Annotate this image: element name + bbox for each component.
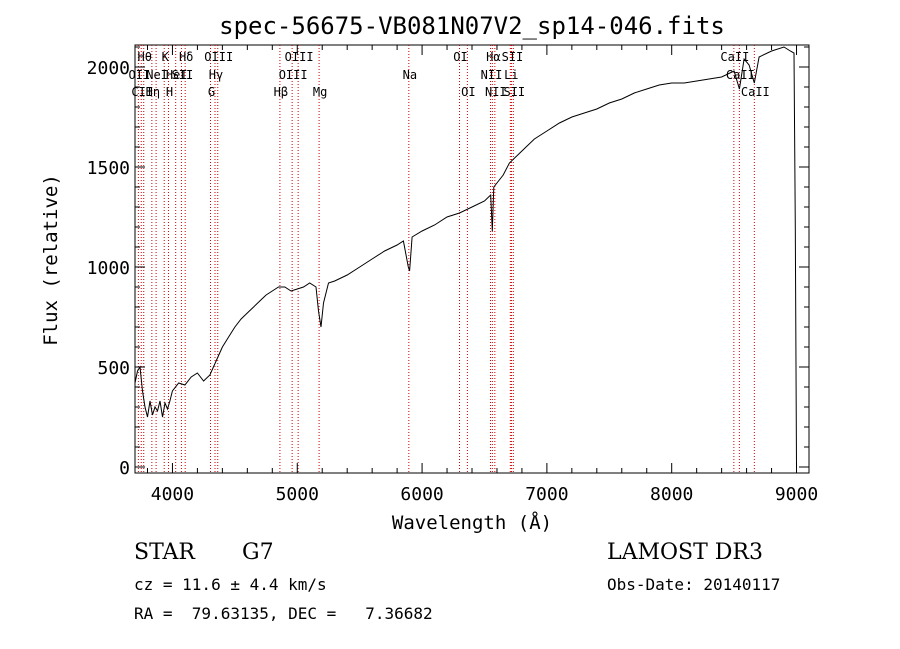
x-tick-label-3: 7000 (525, 484, 568, 505)
line-label-28: CaII (741, 85, 770, 99)
line-label-3: Hη (146, 85, 160, 99)
observation-date: Obs-Date: 20140117 (607, 575, 781, 594)
line-label-12: OIII (204, 50, 233, 64)
spectral-line-labels: OIICIIHθHηNeIKHHeISIIHδGHγOIIIHβOIIIOIII… (129, 50, 770, 99)
line-label-26: CaII (720, 50, 749, 64)
y-tick-label-3: 1500 (87, 158, 130, 179)
line-label-7: HeI (166, 68, 188, 82)
x-axis-label: Wavelength (Å) (392, 511, 552, 534)
x-tick-label-2: 6000 (400, 484, 443, 505)
line-label-13: Hβ (274, 85, 288, 99)
line-label-9: Hδ (179, 50, 193, 64)
line-label-25: SII (503, 85, 525, 99)
object-subclass: G7 (242, 540, 274, 565)
line-label-19: OI (461, 85, 475, 99)
line-label-20: NII (481, 68, 503, 82)
line-label-16: Mg (313, 85, 327, 99)
line-label-0: OII (129, 68, 151, 82)
redshift-velocity: cz = 11.6 ± 4.4 km/s (134, 575, 327, 594)
y-tick-label-4: 2000 (87, 58, 130, 79)
chart-title: spec-56675-VB081N07V2_sp14-046.fits (219, 12, 725, 40)
line-label-4: NeI (146, 68, 168, 82)
line-label-18: OI (453, 50, 467, 64)
line-label-24: SII (502, 50, 524, 64)
line-label-14: OIII (279, 68, 308, 82)
line-label-11: Hγ (209, 68, 223, 82)
line-label-2: Hθ (138, 50, 152, 64)
spectrum-line (134, 46, 797, 468)
coordinates: RA = 79.63135, DEC = 7.36682 (134, 604, 433, 623)
x-tick-label-4: 8000 (650, 484, 693, 505)
line-label-22: NII (485, 85, 507, 99)
line-label-1: CII (131, 85, 153, 99)
line-label-8: SII (172, 68, 194, 82)
x-axis: 4000 5000 6000 7000 8000 9000 (146, 45, 818, 505)
x-tick-label-5: 9000 (775, 484, 818, 505)
line-label-5: K (162, 50, 170, 64)
y-tick-label-2: 1000 (87, 258, 130, 279)
line-label-15: OIII (285, 50, 314, 64)
spectral-line-markers (137, 45, 755, 473)
y-tick-label-0: 0 (119, 458, 130, 479)
x-tick-label-1: 5000 (276, 484, 319, 505)
object-class: STAR (134, 540, 195, 565)
spectrum-series (134, 46, 797, 468)
line-label-10: G (208, 85, 215, 99)
plot-frame (134, 44, 810, 474)
line-label-6: H (166, 85, 173, 99)
line-label-17: Na (403, 68, 417, 82)
line-label-21: Hα (486, 50, 500, 64)
survey-name: LAMOST DR3 (607, 540, 763, 565)
y-tick-label-1: 500 (97, 358, 130, 379)
y-axis-label: Flux (relative) (40, 174, 62, 346)
y-axis: 0 500 1000 1500 2000 (87, 46, 809, 479)
x-tick-label-0: 4000 (151, 484, 194, 505)
line-label-23: Li (504, 68, 518, 82)
